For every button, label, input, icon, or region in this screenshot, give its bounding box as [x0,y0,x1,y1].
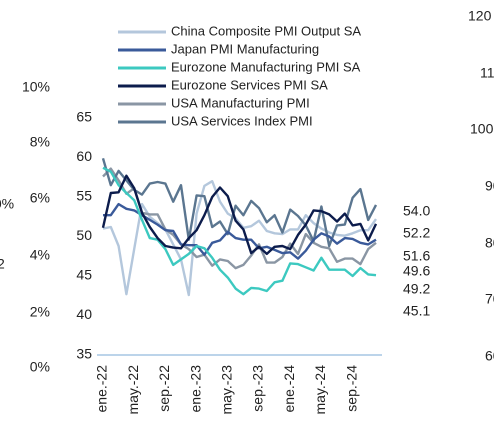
x-tick-label: may.-23 [219,365,235,415]
left-fragment-label: 8% [30,134,50,150]
legend-label: Eurozone Services PMI SA [171,77,328,92]
right-fragment-label: 90 [485,178,494,194]
right-fragment-label: 60 [485,348,494,364]
x-tick-label: sep.-22 [156,365,172,412]
end-value-label: 51.6 [403,248,430,264]
left-fragment-label: 6% [30,190,50,206]
series-line [101,157,378,248]
x-tick-label: sep.-24 [343,365,359,412]
end-value-label: 54.0 [403,203,430,219]
legend-label: USA Manufacturing PMI [171,95,310,110]
x-tick-label: ene.-24 [281,365,297,413]
legend-label: Japan PMI Manufacturing [171,41,319,56]
end-value-label: 49.6 [403,263,430,279]
left-fragment-label: 2% [30,304,50,320]
y-tick-label: 45 [76,267,92,283]
x-tick-label: ene.-23 [187,365,203,413]
legend-label: Eurozone Manufacturing PMI SA [171,59,361,74]
end-value-label: 45.1 [403,303,430,319]
end-value-label: 49.2 [403,281,430,297]
end-value-label: 52.2 [403,225,430,241]
left-fragment-label: 4% [30,247,50,263]
series-line [102,167,377,270]
left-fragment-label: 0% [30,359,50,375]
legend-label: China Composite PMI Output SA [171,23,361,38]
y-tick-label: 65 [76,109,92,125]
y-tick-label: 60 [76,148,92,164]
y-tick-label: 55 [76,188,92,204]
x-tick-label: ene.-22 [94,365,110,413]
series-line [103,202,377,260]
series-line [102,166,377,296]
y-tick-label: 35 [76,346,92,362]
x-tick-label: sep.-23 [250,365,266,412]
x-tick-label: may.-24 [312,365,328,415]
left-fragment-label: .0% [0,196,14,212]
right-fragment-label: 120 [468,8,492,24]
series-line [101,174,378,256]
y-tick-label: 40 [76,306,92,322]
legend-label: USA Services Index PMI [171,113,313,128]
right-fragment-label: 80 [485,235,494,251]
left-fragment-label: 10% [22,79,50,95]
right-fragment-label: 70 [485,291,494,307]
right-fragment-label: 110 [480,65,494,81]
x-tick-label: may.-22 [125,365,141,415]
left-fragment-label: 2 [0,256,5,272]
right-fragment-label: 100 [470,121,494,137]
y-tick-label: 50 [76,227,92,243]
